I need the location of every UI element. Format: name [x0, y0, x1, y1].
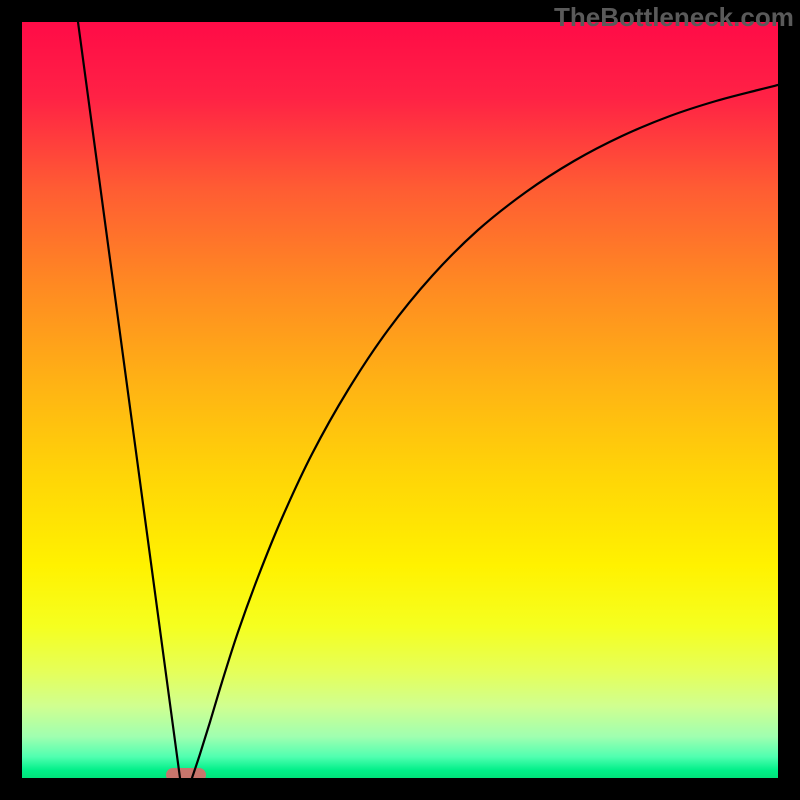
bottleneck-marker [166, 768, 206, 778]
watermark-text: TheBottleneck.com [554, 2, 794, 33]
plot-area [22, 22, 778, 778]
gradient-background [22, 22, 778, 778]
bottleneck-chart: TheBottleneck.com [0, 0, 800, 800]
plot-svg [22, 22, 778, 778]
